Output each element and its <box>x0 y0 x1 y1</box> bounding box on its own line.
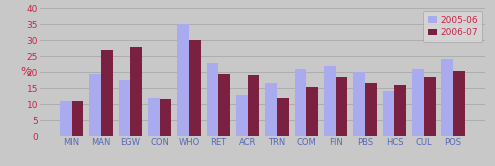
Bar <box>60 101 72 136</box>
Bar <box>353 72 365 136</box>
Bar <box>306 87 318 136</box>
Bar <box>101 50 113 136</box>
Legend: 2005-06, 2006-07: 2005-06, 2006-07 <box>423 11 483 42</box>
Bar <box>130 47 142 136</box>
Bar <box>395 85 406 136</box>
Bar <box>236 95 248 136</box>
Bar <box>453 71 465 136</box>
Bar <box>277 98 289 136</box>
Bar <box>324 66 336 136</box>
Bar <box>365 83 377 136</box>
Bar <box>265 83 277 136</box>
Bar <box>336 77 347 136</box>
Bar <box>412 69 424 136</box>
Y-axis label: %: % <box>20 67 31 77</box>
Bar <box>424 77 436 136</box>
Bar <box>72 101 83 136</box>
Bar <box>295 69 306 136</box>
Bar <box>177 24 189 136</box>
Bar <box>159 99 171 136</box>
Bar <box>218 74 230 136</box>
Bar <box>189 40 200 136</box>
Bar <box>248 75 259 136</box>
Bar <box>89 74 101 136</box>
Bar <box>148 98 159 136</box>
Bar <box>383 91 395 136</box>
Bar <box>118 80 130 136</box>
Bar <box>206 63 218 136</box>
Bar <box>442 59 453 136</box>
